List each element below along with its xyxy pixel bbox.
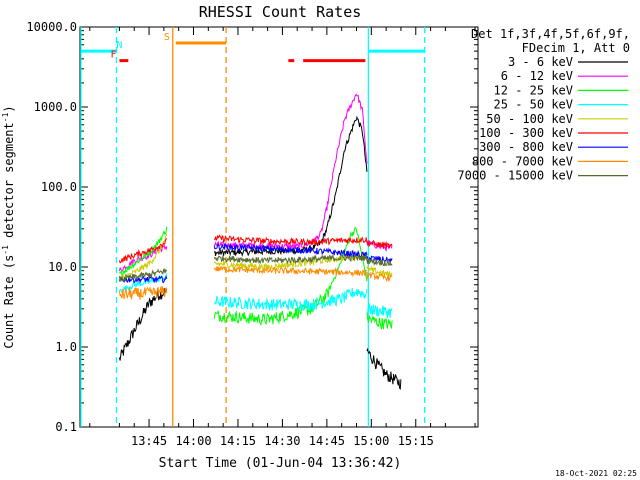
flag-label: F (110, 50, 116, 61)
y-tick-label: 10000.0 (26, 20, 77, 34)
series-line-8 (118, 285, 168, 300)
y-axis-label-main: Count Rate (s (2, 255, 16, 349)
series-line-1 (118, 288, 168, 361)
timestamp: 18-Oct-2021 02:25 (555, 469, 637, 478)
legend-label: 800 - 7000 keV (472, 154, 573, 168)
legend-label: 3 - 6 keV (508, 55, 573, 69)
legend-label: 6 - 12 keV (501, 69, 573, 83)
legend-label: 25 - 50 keV (494, 98, 573, 112)
y-tick-label: 1.0 (55, 340, 77, 354)
legend-header-line-1: Det 1f,3f,4f,5f,6f,9f, (471, 27, 630, 41)
x-tick-label: 13:45 (131, 434, 167, 448)
x-axis-label: Start Time (01-Jun-04 13:36:42) (159, 456, 402, 471)
series-line-6 (213, 234, 368, 247)
series-line-4 (118, 272, 168, 293)
y-tick-label: 0.1 (55, 420, 77, 434)
plot-area: 0.1 1.0 10.0 100.0 1000.0 10000.0 13:45 14:00 14… (26, 20, 479, 448)
series-line-1 (366, 347, 402, 390)
series-line-8 (366, 271, 393, 283)
series-line-3 (366, 312, 393, 330)
flag-label: N (116, 40, 122, 51)
y-axis-label-sup: -1 (1, 245, 10, 255)
series-line-2 (213, 93, 368, 252)
legend-label: 7000 - 15000 keV (457, 169, 573, 183)
y-axis-label-sup2: -1 (1, 112, 10, 122)
x-tick-label: 15:15 (398, 434, 434, 448)
series-line-4 (366, 303, 393, 319)
series-line-6 (366, 239, 393, 249)
legend: Det 1f,3f,4f,5f,6f,9f, FDecim 1, Att 0 3… (457, 27, 630, 183)
x-tick-label: 14:15 (220, 434, 256, 448)
legend-label: 12 - 25 keV (494, 83, 573, 97)
series-line-9 (213, 253, 368, 265)
y-tick-label: 100.0 (41, 180, 77, 194)
legend-label: 50 - 100 keV (486, 112, 573, 126)
series-line-9 (366, 258, 393, 267)
series-line-5 (119, 233, 168, 281)
y-axis-label: Count Rate (s-1 detector segment-1) (1, 105, 16, 348)
series-line-6 (118, 238, 168, 264)
chart-title: RHESSI Count Rates (199, 3, 362, 21)
y-tick-label: 1000.0 (34, 100, 77, 114)
x-tick-label: 14:30 (264, 434, 300, 448)
series-line-7 (118, 275, 168, 284)
series-line-2 (366, 239, 393, 253)
flag-label: S (164, 32, 170, 43)
series-line-5 (366, 264, 393, 278)
plot-frame (79, 26, 479, 428)
series-line-9 (118, 267, 168, 282)
legend-label: 300 - 800 keV (479, 140, 573, 154)
x-tick-label: 14:45 (309, 434, 345, 448)
series-line-5 (213, 252, 368, 271)
x-tick-label: 14:00 (175, 434, 211, 448)
legend-label: 100 - 300 keV (479, 126, 573, 140)
y-axis-label-tail: detector segment (2, 122, 16, 245)
y-axis-label-end: ) (2, 105, 16, 112)
series-line-3 (119, 226, 168, 277)
series-line-8 (213, 265, 368, 278)
y-tick-label: 10.0 (48, 260, 77, 274)
x-tick-label: 15:00 (353, 434, 389, 448)
series-line-7 (213, 243, 368, 258)
series-line-4 (213, 287, 368, 311)
legend-header-line-2: FDecim 1, Att 0 (522, 41, 630, 55)
